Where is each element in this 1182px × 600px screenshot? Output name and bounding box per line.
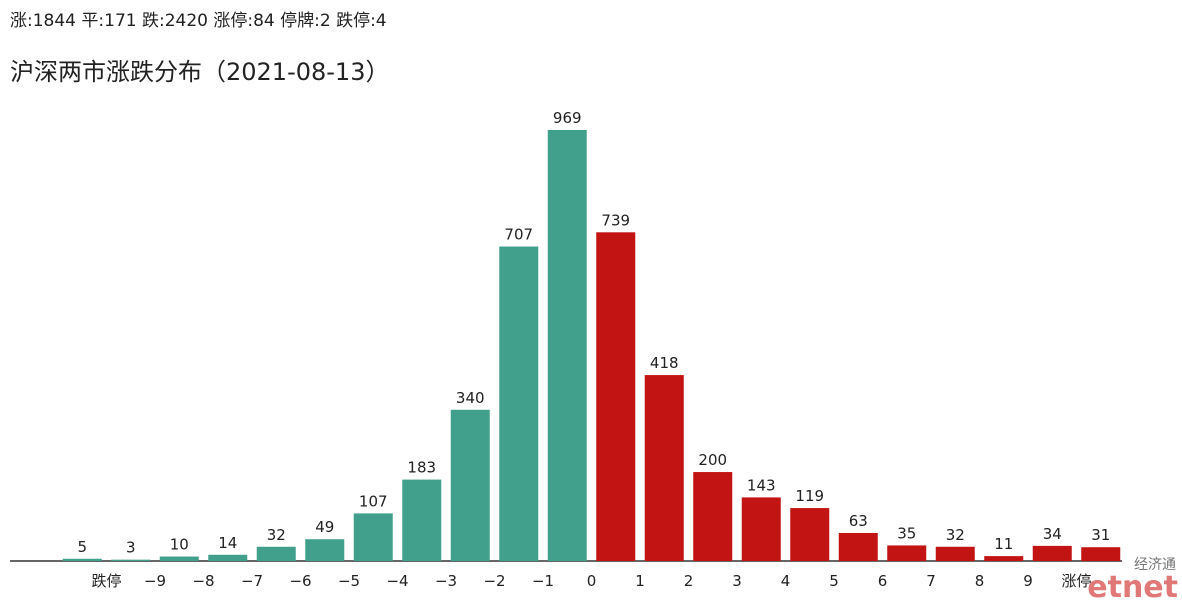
value-label: 35 [897,524,916,542]
bar [596,232,636,562]
bar [693,472,733,561]
bar [1081,547,1121,561]
value-label: 63 [849,512,868,530]
value-label: 34 [1043,525,1062,543]
summary: 涨:1844 平:171 跌:2420 涨停:84 停牌:2 跌停:4 [10,11,387,31]
x-tick-label: 9 [1023,572,1033,590]
bar [1032,545,1072,561]
bar [838,532,878,561]
value-label: 3 [126,539,136,557]
x-tick-label: 3 [732,572,742,590]
x-tick-label: −4 [386,572,408,590]
bar [111,559,151,561]
value-label: 143 [747,476,776,494]
bar [644,375,684,561]
value-label: 5 [77,538,87,556]
value-label: 200 [698,451,727,469]
chart-title: 沪深两市涨跌分布（2021-08-13） [10,58,389,86]
value-label: 183 [407,459,436,477]
x-tick-label: 跌停 [91,572,121,590]
x-tick-label: 8 [975,572,985,590]
value-label: 31 [1091,526,1110,544]
bar [450,409,490,561]
value-label: 969 [553,109,582,127]
value-label: 32 [267,526,286,544]
bar [62,558,102,561]
bar [984,556,1024,561]
bar [741,497,781,561]
bar [353,513,393,561]
value-label: 10 [170,536,189,554]
x-tick-label: 7 [926,572,936,590]
x-tick-label: 6 [878,572,888,590]
x-tick-label: −7 [241,572,263,590]
x-tick-label: 2 [684,572,694,590]
bar [887,545,927,561]
bar [305,539,345,561]
value-label: 418 [650,354,679,372]
x-tick-label: −9 [144,572,166,590]
watermark-logo: etnet [1087,570,1178,600]
watermark-top: 经济通 [1134,557,1176,573]
x-tick-label: −5 [338,572,360,590]
x-tick-label: 0 [587,572,597,590]
value-label: 119 [795,487,824,505]
value-label: 49 [315,518,334,536]
value-label: 11 [994,535,1013,553]
value-label: 340 [456,389,485,407]
x-tick-label: 涨停 [1061,572,1091,590]
value-label: 107 [359,492,388,510]
x-tick-label: −1 [532,572,554,590]
x-tick-label: −3 [435,572,457,590]
bar [790,508,830,561]
x-tick-label: −2 [483,572,505,590]
bar [499,246,539,561]
value-label: 14 [218,534,237,552]
bar [935,546,975,561]
bar [208,554,248,561]
bar [159,556,199,561]
value-label: 739 [601,211,630,229]
bar [547,130,587,561]
x-tick-label: 4 [781,572,791,590]
value-label: 707 [504,226,533,244]
bar [402,479,442,561]
x-tick-label: 5 [829,572,839,590]
value-label: 32 [946,526,965,544]
x-tick-label: 1 [635,572,645,590]
bar [256,546,296,561]
x-tick-label: −8 [192,572,214,590]
x-tick-label: −6 [289,572,311,590]
